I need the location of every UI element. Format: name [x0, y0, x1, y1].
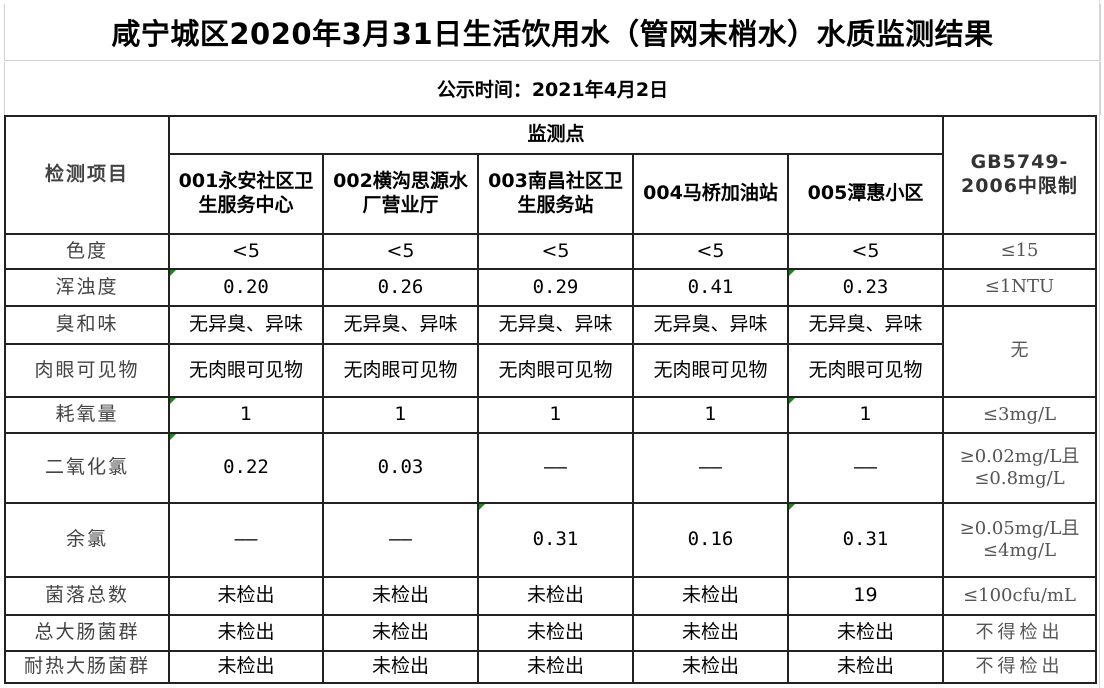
- value-cell: 无异臭、异味: [322, 305, 479, 345]
- standard-cell: ≥0.02mg/L且≤0.8mg/L: [942, 432, 1097, 504]
- value-cell: 未检出: [168, 576, 324, 616]
- value-cell: 0.20: [168, 268, 324, 307]
- value-cell: <5: [168, 233, 324, 270]
- value-cell: 1: [787, 396, 944, 434]
- value-cell: 未检出: [322, 576, 479, 616]
- table-row: 余氯 —— —— 0.31 0.16 0.31 ≥0.05mg/L且≤4mg/L: [4, 502, 1097, 578]
- value-cell: 无肉眼可见物: [322, 343, 479, 398]
- standard-cell: ≤3mg/L: [942, 396, 1097, 434]
- item-label: 臭和味: [4, 305, 170, 345]
- value-cell: 无肉眼可见物: [787, 343, 944, 398]
- value-cell: 0.16: [632, 502, 789, 578]
- value-cell: 0.31: [477, 502, 634, 578]
- value-cell: <5: [477, 233, 634, 270]
- item-label: 二氧化氯: [4, 432, 170, 504]
- value-cell: 0.26: [322, 268, 479, 307]
- value-cell: 未检出: [322, 650, 479, 684]
- value-cell: 未检出: [322, 614, 479, 652]
- value-cell: ——: [477, 432, 634, 504]
- page-title: 咸宁城区2020年3月31日生活饮用水（管网末梢水）水质监测结果: [4, 4, 1101, 61]
- value-cell: ——: [632, 432, 789, 504]
- table-row: 浑浊度 0.20 0.26 0.29 0.41 0.23 ≤1NTU: [4, 268, 1097, 307]
- value-cell: 0.23: [787, 268, 944, 307]
- item-label: 浑浊度: [4, 268, 170, 307]
- value-cell: ——: [168, 502, 324, 578]
- standard-cell: ≤100cfu/mL: [942, 576, 1097, 616]
- standard-cell: ≤1NTU: [942, 268, 1097, 307]
- header-point: 005潭惠小区: [787, 153, 944, 235]
- item-label: 肉眼可见物: [4, 343, 170, 398]
- value-cell: 19: [787, 576, 944, 616]
- table-row: 菌落总数 未检出 未检出 未检出 未检出 19 ≤100cfu/mL: [4, 576, 1097, 616]
- header-points-group: 监测点: [168, 115, 944, 155]
- item-label: 耗氧量: [4, 396, 170, 434]
- item-label: 总大肠菌群: [4, 614, 170, 652]
- item-label: 菌落总数: [4, 576, 170, 616]
- value-cell: 1: [168, 396, 324, 434]
- standard-cell: ≤15: [942, 233, 1097, 270]
- value-cell: 未检出: [632, 614, 789, 652]
- value-cell: 未检出: [477, 576, 634, 616]
- header-point: 004马桥加油站: [632, 153, 789, 235]
- header-point: 002横沟思源水厂营业厅: [322, 153, 479, 235]
- item-label: 余氯: [4, 502, 170, 578]
- value-cell: ——: [787, 432, 944, 504]
- standard-cell: ≥0.05mg/L且≤4mg/L: [942, 502, 1097, 578]
- standard-cell: 不得检出: [942, 650, 1097, 684]
- value-cell: 1: [322, 396, 479, 434]
- value-cell: 未检出: [632, 650, 789, 684]
- value-cell: 0.41: [632, 268, 789, 307]
- value-cell: 无肉眼可见物: [477, 343, 634, 398]
- item-label: 色度: [4, 233, 170, 270]
- standard-cell: 不得检出: [942, 614, 1097, 652]
- table-row: 臭和味 无异臭、异味 无异臭、异味 无异臭、异味 无异臭、异味 无异臭、异味无: [4, 305, 1097, 398]
- value-cell: <5: [787, 233, 944, 270]
- value-cell: 未检出: [168, 650, 324, 684]
- standard-cell: 无: [942, 305, 1097, 398]
- header-item: 检测项目: [4, 115, 170, 235]
- value-cell: <5: [322, 233, 479, 270]
- value-cell: 未检出: [477, 614, 634, 652]
- value-cell: 0.22: [168, 432, 324, 504]
- value-cell: 未检出: [477, 650, 634, 684]
- value-cell: 未检出: [632, 576, 789, 616]
- value-cell: 0.03: [322, 432, 479, 504]
- header-standard: GB5749-2006中限制: [942, 115, 1097, 235]
- header-point: 003南昌社区卫生服务站: [477, 153, 634, 235]
- value-cell: 无异臭、异味: [168, 305, 324, 345]
- value-cell: 无肉眼可见物: [168, 343, 324, 398]
- value-cell: 0.29: [477, 268, 634, 307]
- value-cell: 未检出: [787, 614, 944, 652]
- table-row: 总大肠菌群 未检出 未检出 未检出 未检出 未检出 不得检出: [4, 614, 1097, 652]
- item-label: 耐热大肠菌群: [4, 650, 170, 684]
- value-cell: 1: [477, 396, 634, 434]
- value-cell: 无异臭、异味: [477, 305, 634, 345]
- value-cell: 无异臭、异味: [787, 305, 944, 345]
- value-cell: 0.31: [787, 502, 944, 578]
- publish-date: 公示时间：2021年4月2日: [4, 62, 1101, 115]
- table-row: 二氧化氯 0.22 0.03 —— —— —— ≥0.02mg/L且≤0.8mg/L: [4, 432, 1097, 504]
- table-row: 耗氧量 1 1 1 1 1 ≤3mg/L: [4, 396, 1097, 434]
- value-cell: 无异臭、异味: [632, 305, 789, 345]
- value-cell: 未检出: [168, 614, 324, 652]
- value-cell: 未检出: [787, 650, 944, 684]
- table-row: 色度 <5 <5 <5 <5 <5 ≤15: [4, 233, 1097, 270]
- value-cell: <5: [632, 233, 789, 270]
- table-row: 肉眼可见物 无肉眼可见物 无肉眼可见物 无肉眼可见物 无肉眼可见物 无肉眼可见物: [4, 343, 1096, 398]
- value-cell: ——: [322, 502, 479, 578]
- results-table: 检测项目 监测点 GB5749-2006中限制 001永安社区卫生服务中心 002…: [4, 115, 1097, 684]
- value-cell: 无肉眼可见物: [632, 343, 789, 398]
- value-cell: 1: [632, 396, 789, 434]
- grid-line: [1099, 0, 1100, 688]
- table-row: 耐热大肠菌群 未检出 未检出 未检出 未检出 未检出 不得检出: [4, 650, 1097, 684]
- header-point: 001永安社区卫生服务中心: [168, 153, 324, 235]
